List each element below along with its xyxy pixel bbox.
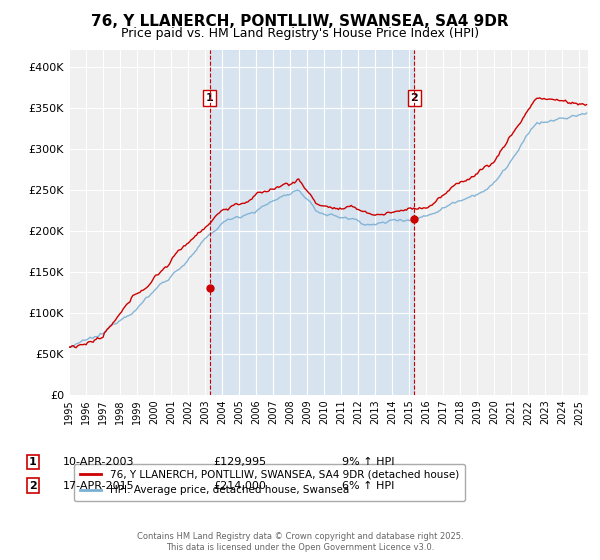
Text: Contains HM Land Registry data © Crown copyright and database right 2025.
This d: Contains HM Land Registry data © Crown c… <box>137 532 463 552</box>
Legend: 76, Y LLANERCH, PONTLLIW, SWANSEA, SA4 9DR (detached house), HPI: Average price,: 76, Y LLANERCH, PONTLLIW, SWANSEA, SA4 9… <box>74 464 465 501</box>
Text: 1: 1 <box>29 457 37 467</box>
Text: 76, Y LLANERCH, PONTLLIW, SWANSEA, SA4 9DR: 76, Y LLANERCH, PONTLLIW, SWANSEA, SA4 9… <box>91 14 509 29</box>
Text: 6% ↑ HPI: 6% ↑ HPI <box>342 480 394 491</box>
Text: 9% ↑ HPI: 9% ↑ HPI <box>342 457 395 467</box>
Text: £129,995: £129,995 <box>213 457 266 467</box>
Text: Price paid vs. HM Land Registry's House Price Index (HPI): Price paid vs. HM Land Registry's House … <box>121 27 479 40</box>
Bar <box>210 50 414 395</box>
Text: 1: 1 <box>206 93 214 103</box>
Text: 2: 2 <box>29 480 37 491</box>
Text: £214,000: £214,000 <box>213 480 266 491</box>
Text: 17-APR-2015: 17-APR-2015 <box>63 480 134 491</box>
Text: 10-APR-2003: 10-APR-2003 <box>63 457 134 467</box>
Text: 2: 2 <box>410 93 418 103</box>
